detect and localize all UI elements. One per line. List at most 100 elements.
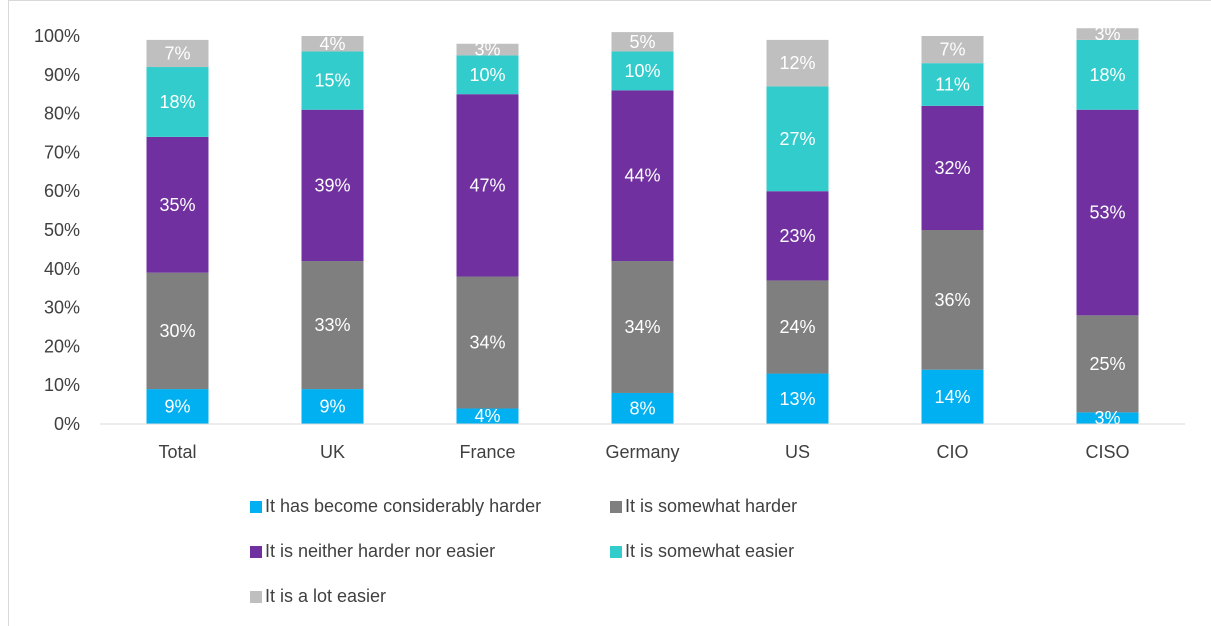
y-tick-label: 80% xyxy=(44,104,80,124)
bar-segment xyxy=(611,392,674,424)
bar-segment xyxy=(146,67,209,137)
data-label: 44% xyxy=(624,166,660,186)
data-label: 53% xyxy=(1089,203,1125,223)
legend-item-somewhat-harder: It is somewhat harder xyxy=(610,496,797,517)
x-tick-label: UK xyxy=(320,442,345,462)
data-label: 7% xyxy=(164,43,190,63)
bar-segment xyxy=(146,389,209,424)
data-label: 34% xyxy=(624,317,660,337)
y-tick-label: 60% xyxy=(44,181,80,201)
data-labels: 9% 30% 35% 18% 7% 9% 33% 39% 15% 4% 4% 34% 47% 10% 3% 8… xyxy=(159,24,1125,428)
data-label: 12% xyxy=(779,53,815,73)
bar-segment xyxy=(301,36,364,52)
legend-swatch xyxy=(610,500,622,513)
data-label: 25% xyxy=(1089,354,1125,374)
data-label: 11% xyxy=(935,75,970,95)
data-label: 39% xyxy=(314,175,350,195)
data-label: 4% xyxy=(319,34,345,54)
bar-segment xyxy=(456,55,519,95)
bar-segment xyxy=(456,408,519,424)
data-label: 3% xyxy=(1094,408,1120,428)
data-label: 23% xyxy=(779,226,815,246)
bar-segment xyxy=(611,261,674,393)
bar-segment xyxy=(921,369,984,424)
bar-segment xyxy=(611,32,674,52)
bar-segment xyxy=(611,90,674,262)
bar-segment xyxy=(766,39,829,87)
bar-segment xyxy=(1076,315,1139,413)
legend-item-neither: It is neither harder nor easier xyxy=(250,541,495,562)
y-tick-label: 100% xyxy=(34,26,80,46)
data-label: 35% xyxy=(159,195,195,215)
bar-segment xyxy=(146,39,209,68)
legend-item-lot-easier: It is a lot easier xyxy=(250,586,386,607)
data-label: 18% xyxy=(1089,65,1125,85)
data-label: 36% xyxy=(934,290,970,310)
bar-segment xyxy=(611,51,674,91)
legend-label: It is somewhat harder xyxy=(625,496,798,516)
bar-segment xyxy=(921,230,984,370)
data-label: 32% xyxy=(934,158,970,178)
bar-segment xyxy=(456,43,519,56)
data-label: 9% xyxy=(319,397,345,417)
bar-segment xyxy=(921,36,984,64)
data-label: 5% xyxy=(629,32,655,52)
data-label: 33% xyxy=(314,315,350,335)
x-tick-label: Total xyxy=(158,442,196,462)
bar-segment xyxy=(921,63,984,106)
x-tick-label: US xyxy=(785,442,810,462)
legend-swatch xyxy=(250,545,262,558)
legend-label: It is neither harder nor easier xyxy=(265,541,496,561)
y-tick-label: 30% xyxy=(44,298,80,318)
legend-label: It is somewhat easier xyxy=(625,541,795,561)
legend-label: It is a lot easier xyxy=(265,586,387,606)
bar-segment xyxy=(1076,28,1139,40)
bar-segment xyxy=(146,136,209,273)
bar-segment xyxy=(766,373,829,424)
data-label: 34% xyxy=(469,333,505,353)
data-label: 18% xyxy=(159,92,195,112)
data-label: 7% xyxy=(939,40,965,60)
data-label: 15% xyxy=(314,71,350,91)
x-tick-label: CISO xyxy=(1085,442,1129,462)
y-tick-label: 70% xyxy=(44,142,80,162)
legend-item-considerably-harder: It has become considerably harder xyxy=(250,496,541,517)
data-label: 10% xyxy=(469,65,505,85)
legend-label: It has become considerably harder xyxy=(265,496,542,516)
data-label: 27% xyxy=(779,129,815,149)
data-label: 30% xyxy=(159,321,195,341)
bar-segment xyxy=(1076,109,1139,316)
data-label: 9% xyxy=(164,397,190,417)
data-label: 3% xyxy=(474,40,500,60)
data-label: 24% xyxy=(779,317,815,337)
y-axis: 0% 10% 20% 30% 40% 50% 60% 70% 80% 90% 100% xyxy=(34,26,80,434)
bar-segment xyxy=(456,94,519,277)
bar-segment xyxy=(301,261,364,390)
bar-segment xyxy=(766,86,829,192)
y-tick-label: 0% xyxy=(54,414,80,434)
data-label: 4% xyxy=(474,406,500,426)
data-label: 13% xyxy=(779,389,815,409)
legend-swatch xyxy=(250,500,262,513)
x-tick-label: CIO xyxy=(936,442,968,462)
data-label: 10% xyxy=(624,61,660,81)
x-tick-label: Germany xyxy=(605,442,679,462)
y-tick-label: 20% xyxy=(44,336,80,356)
legend-swatch xyxy=(610,545,622,558)
bar-segment xyxy=(1076,39,1139,110)
legend-swatch xyxy=(250,590,262,603)
bar-segment xyxy=(456,276,519,409)
data-label: 47% xyxy=(469,175,505,195)
x-axis: Total UK France Germany US CIO CISO xyxy=(158,442,1129,462)
data-label: 3% xyxy=(1094,24,1120,44)
bar-segment xyxy=(766,280,829,374)
x-tick-label: France xyxy=(459,442,515,462)
y-tick-label: 50% xyxy=(44,220,80,240)
bar-segment xyxy=(301,51,364,110)
bar-segment xyxy=(146,272,209,390)
bar-segment xyxy=(1076,412,1139,424)
legend-item-somewhat-easier: It is somewhat easier xyxy=(610,541,794,562)
bar-segment xyxy=(301,109,364,262)
bars xyxy=(146,28,1139,424)
y-tick-label: 90% xyxy=(44,65,80,85)
